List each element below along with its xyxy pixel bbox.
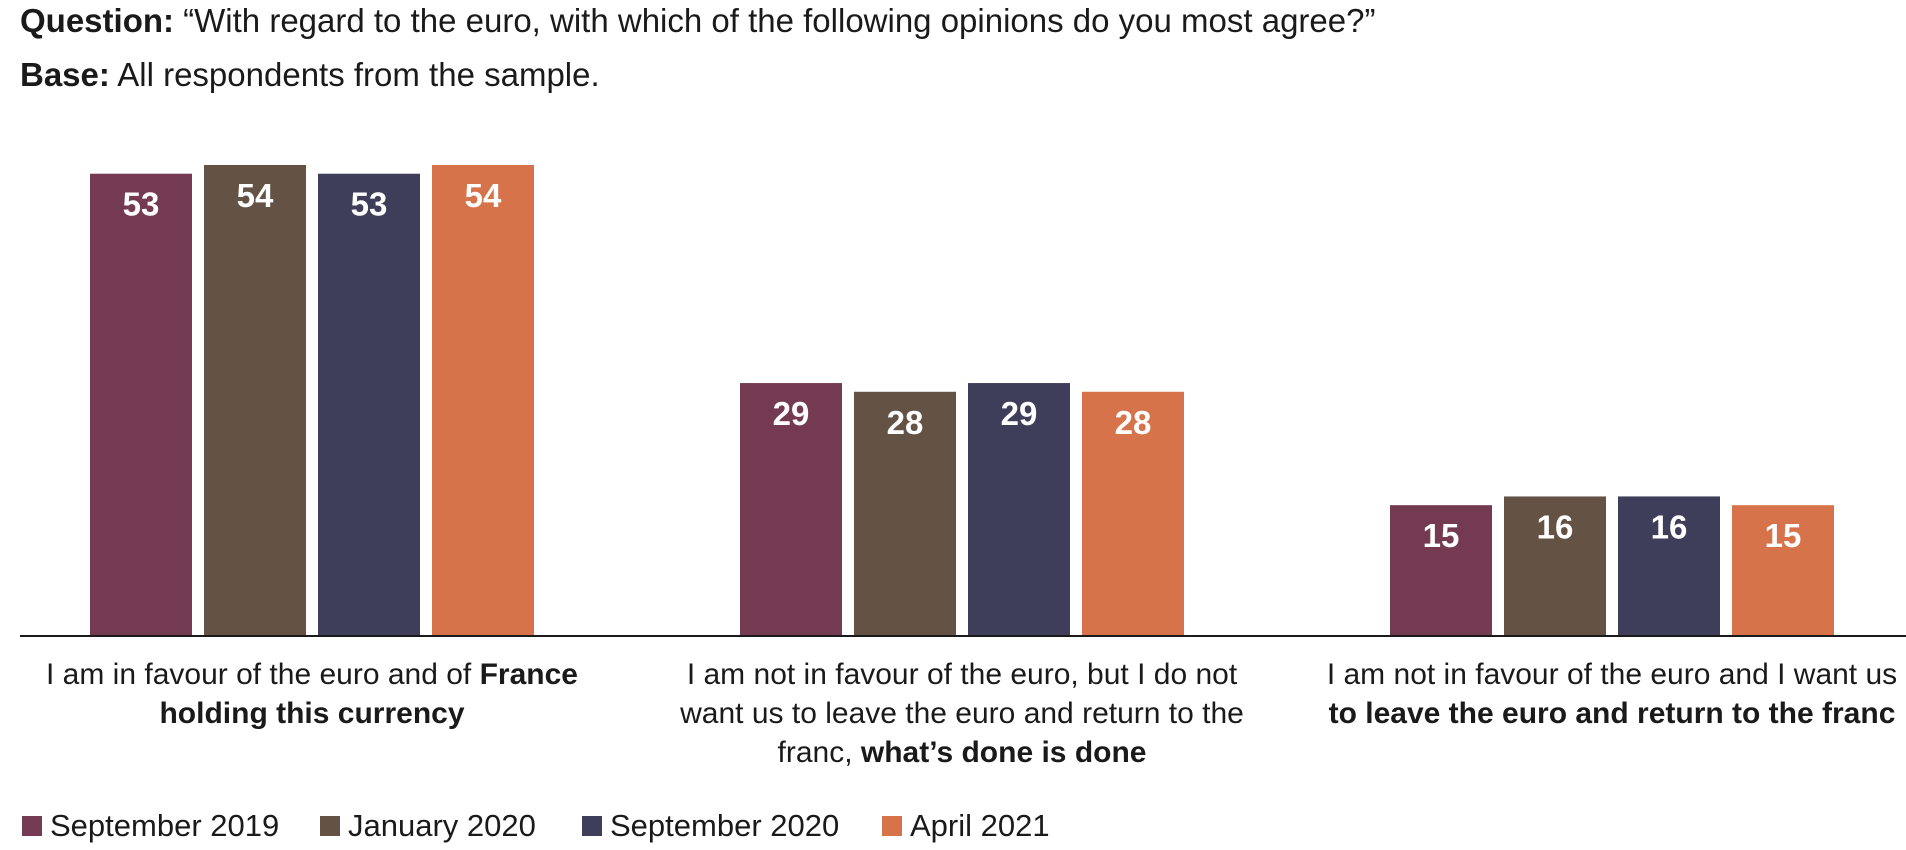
question-line: Question: “With regard to the euro, with…	[20, 2, 1375, 40]
legend-label: September 2019	[50, 808, 279, 843]
legend-label: September 2020	[610, 808, 839, 843]
legend-swatch	[882, 816, 902, 836]
bar-value-label: 16	[1651, 508, 1688, 545]
category-label-segment: to leave the euro and return to the fran…	[1329, 697, 1896, 730]
bars-layer: 53 54 53 54 29 28 29 28 15 16 16 15	[90, 165, 1834, 636]
base-line: Base: All respondents from the sample.	[20, 56, 600, 94]
category-label-segment: what’s done is done	[860, 736, 1147, 769]
legend-swatch	[582, 816, 602, 836]
bar-value-label: 15	[1765, 517, 1802, 554]
bar-value-label: 53	[123, 186, 160, 223]
base-text: All respondents from the sample.	[117, 56, 600, 93]
category-label-segment: want us to leave the euro and return to …	[679, 697, 1244, 730]
bar-value-label: 29	[773, 395, 810, 432]
question-label: Question:	[20, 2, 174, 39]
bar-value-label: 54	[237, 177, 274, 214]
category-labels: I am in favour of the euro and of France…	[46, 658, 1897, 769]
category-label-line: want us to leave the euro and return to …	[679, 697, 1244, 730]
category-label-line: franc, what’s done is done	[778, 736, 1147, 769]
bar-2-series-1	[740, 383, 842, 636]
bar-value-label: 29	[1001, 395, 1038, 432]
bar-value-label: 28	[1115, 404, 1152, 441]
bar-value-label: 53	[351, 186, 388, 223]
legend-swatch	[320, 816, 340, 836]
category-label-segment: holding this currency	[159, 697, 464, 730]
bar-2-series-2	[854, 391, 956, 636]
question-text: “With regard to the euro, with which of …	[183, 2, 1376, 39]
bar-value-label: 15	[1423, 517, 1460, 554]
bar-1-series-2	[204, 165, 306, 636]
legend-label: January 2020	[348, 808, 536, 843]
bar-2-series-3	[968, 383, 1070, 636]
category-label-segment: I am in favour of the euro and of	[46, 658, 480, 691]
legend: September 2019 January 2020 September 2020…	[22, 808, 1050, 843]
category-label-line: I am in favour of the euro and of France	[46, 658, 578, 691]
bar-3-series-3	[1618, 496, 1720, 636]
bar-2-series-4	[1082, 391, 1184, 636]
bar-value-label: 28	[887, 404, 924, 441]
category-label-line: holding this currency	[159, 697, 464, 730]
legend-label: April 2021	[910, 808, 1050, 843]
bar-value-label: 54	[465, 177, 502, 214]
bar-1-series-3	[318, 173, 420, 636]
bar-3-series-1	[1390, 505, 1492, 636]
category-label-segment: franc,	[778, 736, 861, 769]
bar-1-series-4	[432, 165, 534, 636]
category-label-line: I am not in favour of the euro, but I do…	[687, 658, 1238, 691]
bar-value-label: 16	[1537, 508, 1574, 545]
bar-3-series-2	[1504, 496, 1606, 636]
category-label-line: I am not in favour of the euro and I wan…	[1327, 658, 1897, 691]
base-label: Base:	[20, 56, 110, 93]
category-label-segment: I am not in favour of the euro, but I do…	[687, 658, 1238, 691]
category-label-segment: I am not in favour of the euro and I wan…	[1327, 658, 1897, 691]
legend-swatch	[22, 816, 42, 836]
category-label-segment: France	[480, 658, 578, 691]
category-label-line: to leave the euro and return to the fran…	[1329, 697, 1896, 730]
bar-1-series-1	[90, 173, 192, 636]
bar-3-series-4	[1732, 505, 1834, 636]
